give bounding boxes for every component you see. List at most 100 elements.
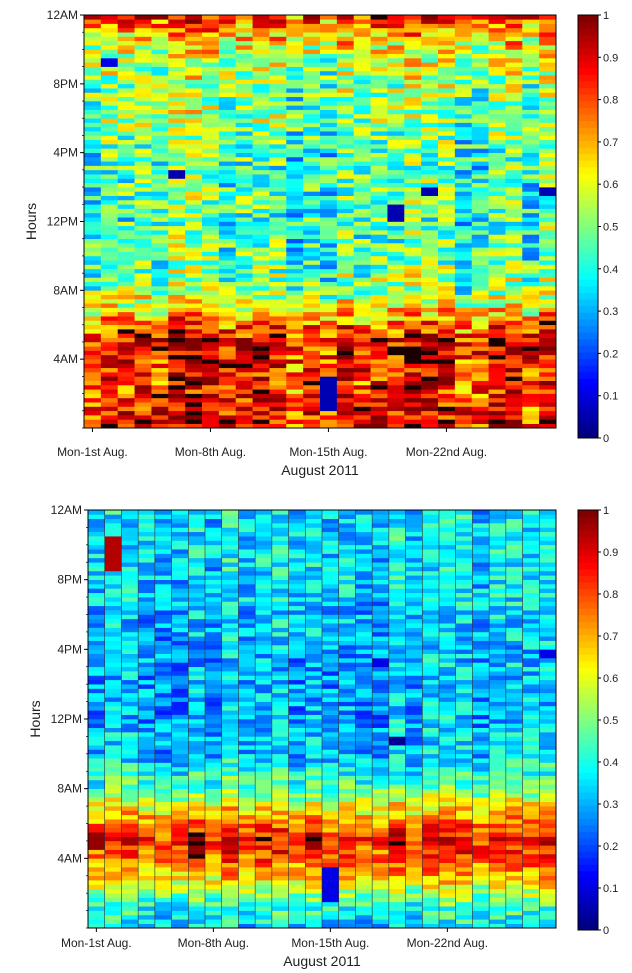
heatmap-cell: [422, 797, 440, 803]
heatmap-cell: [286, 281, 304, 287]
heatmap-cell: [421, 410, 439, 416]
heatmap-cell: [252, 286, 270, 291]
heatmap-cell: [455, 840, 473, 846]
heatmap-cell: [405, 823, 423, 829]
heatmap-cell: [171, 562, 189, 567]
heatmap-cell: [100, 255, 119, 261]
heatmap-cell: [305, 793, 323, 798]
heatmap-cell: [88, 736, 106, 742]
heatmap-cell: [387, 118, 405, 123]
heatmap-cell: [421, 156, 439, 162]
heatmap-cell: [218, 70, 237, 76]
heatmap-cell: [151, 311, 169, 317]
heatmap-cell: [522, 234, 540, 240]
heatmap-cell: [100, 286, 119, 291]
heatmap-cell: [100, 45, 119, 50]
heatmap-cell: [235, 346, 253, 351]
heatmap-cell: [221, 827, 239, 833]
colorbar-swatch: [578, 299, 598, 307]
heatmap-cell: [168, 251, 186, 257]
heatmap-cell: [252, 367, 270, 373]
heatmap-cell: [154, 579, 172, 585]
heatmap-cell: [151, 109, 169, 115]
heatmap-cell: [454, 225, 473, 231]
heatmap-cell: [387, 32, 405, 37]
heatmap-cell: [168, 45, 186, 50]
heatmap-cell: [168, 187, 186, 192]
heatmap-cell: [353, 199, 371, 205]
heatmap-cell: [286, 36, 304, 42]
heatmap-cell: [522, 268, 540, 274]
heatmap-cell: [117, 66, 135, 72]
heatmap-cell: [151, 195, 169, 201]
heatmap-cell: [387, 96, 405, 102]
heatmap-cell: [322, 779, 340, 785]
heatmap-cell: [104, 705, 122, 711]
heatmap-cell: [185, 415, 203, 420]
heatmap-cell: [235, 268, 253, 274]
heatmap-cell: [305, 766, 323, 772]
heatmap-cell: [421, 195, 439, 201]
heatmap-cell: [320, 359, 338, 364]
heatmap-cell: [252, 40, 270, 46]
heatmap-cell: [154, 827, 172, 833]
heatmap-cell: [336, 23, 355, 29]
heatmap-cell: [387, 298, 405, 304]
heatmap-cell: [522, 195, 540, 201]
heatmap-cell: [168, 178, 186, 184]
heatmap-cell: [505, 393, 523, 399]
heatmap-cell: [305, 814, 323, 820]
heatmap-cell: [171, 753, 189, 759]
heatmap-cell: [238, 893, 256, 898]
heatmap-cell: [471, 199, 489, 205]
heatmap-cell: [421, 225, 439, 231]
heatmap-cell: [188, 888, 206, 894]
heatmap-cell: [104, 862, 122, 868]
heatmap-cell: [405, 740, 423, 746]
heatmap-cell: [338, 749, 356, 755]
heatmap-cell: [336, 169, 355, 175]
heatmap-cell: [372, 597, 390, 602]
heatmap-cell: [320, 397, 338, 403]
colorbar-swatch: [578, 358, 598, 366]
heatmap-cell: [488, 32, 506, 37]
heatmap-cell: [205, 540, 223, 546]
heatmap-cell: [405, 662, 423, 668]
heatmap-cell: [355, 736, 373, 742]
heatmap-cell: [370, 221, 388, 227]
heatmap-cell: [488, 234, 506, 240]
heatmap-cell: [154, 684, 172, 689]
heatmap-cell: [370, 62, 388, 67]
heatmap-cell: [438, 402, 456, 407]
heatmap-cell: [405, 880, 423, 885]
colorbar-swatch: [578, 41, 598, 49]
heatmap-cell: [305, 618, 323, 624]
heatmap-cell: [388, 671, 406, 676]
heatmap-cell: [205, 697, 223, 702]
heatmap-cell: [134, 118, 152, 123]
heatmap-cell: [539, 113, 557, 119]
heatmap-cell: [288, 906, 306, 911]
heatmap-cell: [353, 393, 371, 399]
heatmap-cell: [154, 536, 172, 541]
heatmap-cell: [405, 575, 423, 580]
heatmap-cell: [121, 736, 139, 742]
heatmap-cell: [454, 62, 473, 67]
heatmap-cell: [255, 910, 273, 916]
heatmap-cell: [221, 771, 239, 776]
heatmap-cell: [202, 419, 220, 424]
heatmap-cell: [252, 303, 270, 308]
heatmap-cell: [238, 584, 256, 589]
heatmap-cell: [336, 419, 355, 424]
heatmap-cell: [288, 801, 306, 807]
heatmap-cell: [439, 710, 457, 715]
heatmap-cell: [388, 888, 406, 894]
heatmap-cell: [269, 333, 287, 338]
heatmap-cell: [252, 333, 270, 338]
heatmap-cell: [421, 320, 439, 326]
heatmap-cell: [288, 832, 306, 837]
heatmap-cell: [454, 187, 473, 192]
heatmap-cell: [353, 380, 371, 386]
heatmap-cell: [322, 914, 340, 920]
heatmap-cell: [202, 88, 220, 93]
